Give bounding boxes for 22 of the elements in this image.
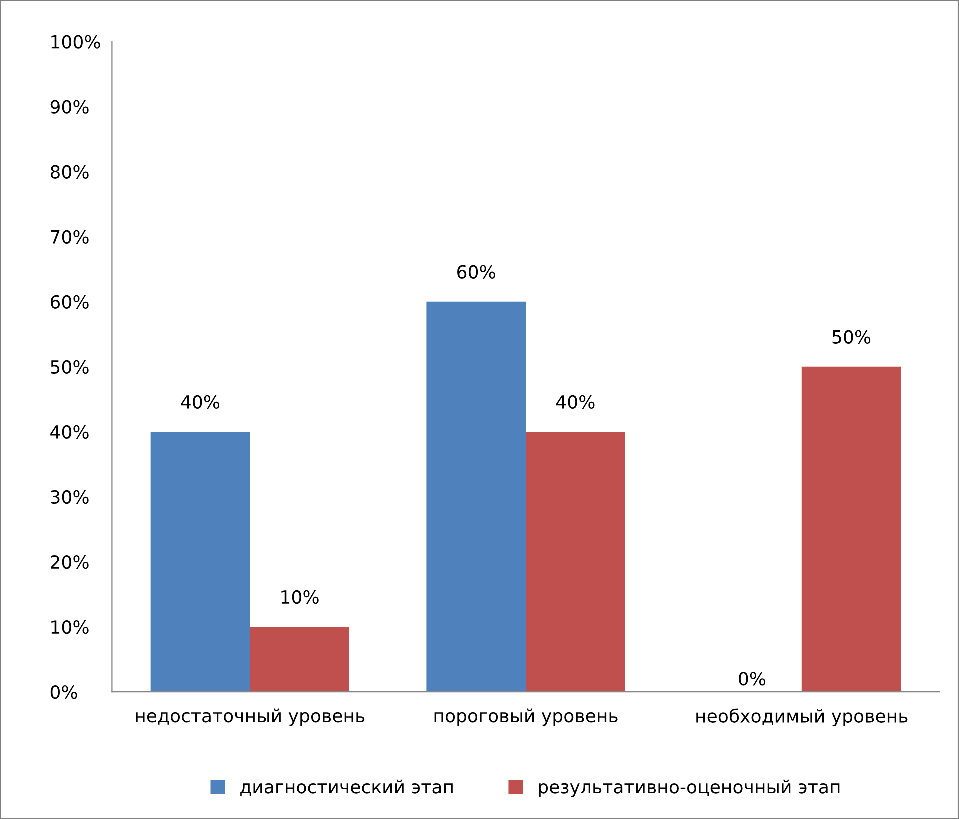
legend-label: диагностический этап: [240, 780, 453, 796]
data-label: 40%: [181, 395, 220, 409]
data-label: 0%: [739, 672, 766, 686]
y-tick-label: 50%: [51, 360, 89, 374]
data-label: 40%: [556, 395, 595, 409]
y-tick-label: 10%: [52, 620, 89, 634]
data-label: 10%: [282, 590, 319, 604]
y-tick-label: 30%: [51, 490, 89, 504]
y-tick-label: 40%: [50, 425, 89, 440]
legend-label: результативно-оценочный этап: [539, 780, 840, 798]
y-tick-label: 80%: [50, 165, 89, 179]
data-label: 60%: [458, 265, 496, 279]
y-tick-label: 90%: [50, 100, 89, 114]
data-label: 50%: [832, 330, 871, 344]
x-tick-label: необходимый уровень: [696, 708, 908, 727]
y-tick-label: 100%: [52, 35, 100, 49]
y-tick-label: 60%: [50, 295, 89, 309]
y-tick-label: 70%: [51, 230, 89, 244]
y-tick-label: 0%: [50, 686, 78, 700]
x-tick-label: недостаточный уровень: [136, 708, 365, 726]
x-tick-label: пороговый уровень: [434, 708, 618, 726]
y-tick-label: 20%: [51, 555, 89, 570]
